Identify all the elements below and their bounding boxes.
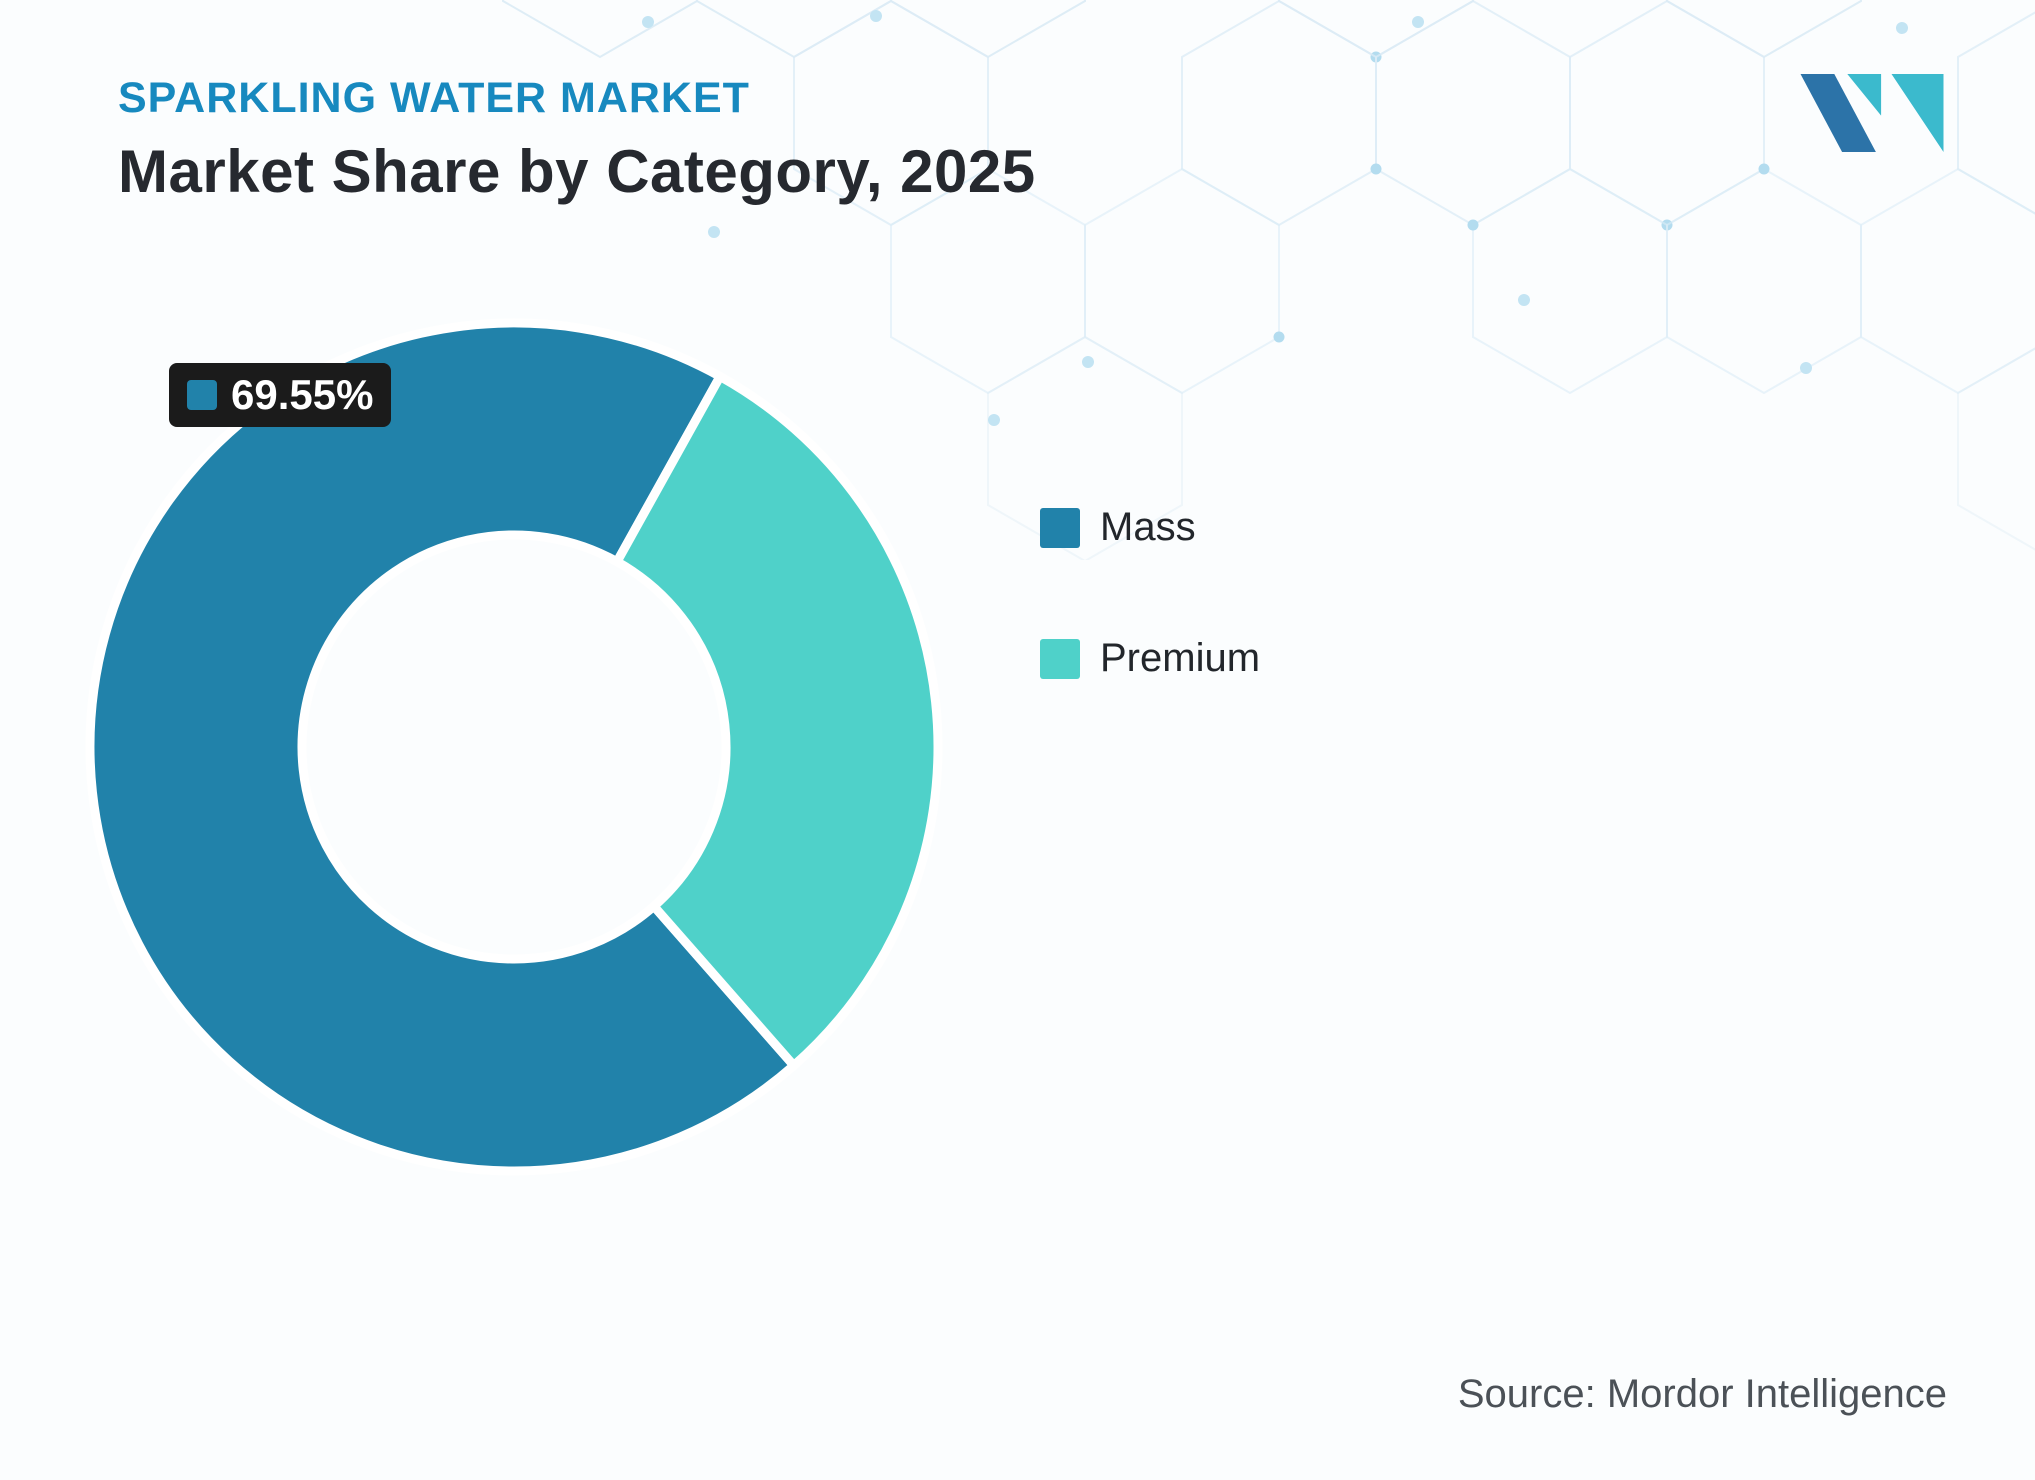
- data-label-mass: 69.55%: [169, 363, 392, 427]
- data-label-value: 69.55%: [231, 371, 374, 418]
- donut-slice-mass[interactable]: [85, 318, 801, 1176]
- logo-icon: [1800, 74, 1944, 152]
- legend-swatch-premium: [1040, 638, 1080, 679]
- legend-item-mass[interactable]: Mass: [1040, 505, 1260, 550]
- chart-legend: Mass Premium: [1040, 505, 1260, 681]
- report-name: SPARKLING WATER MARKET: [118, 74, 750, 122]
- mordor-intelligence-logo: [1798, 74, 1946, 152]
- logo-shape-blue: [1800, 74, 1876, 152]
- legend-label-premium: Premium: [1100, 636, 1261, 680]
- donut-chart: 69.55%: [64, 297, 964, 1197]
- logo-shape-teal-right: [1891, 74, 1944, 152]
- source-attribution: Source: Mordor Intelligence: [1457, 1372, 1947, 1416]
- header: SPARKLING WATER MARKET Market Share by C…: [118, 74, 1036, 206]
- legend-item-premium[interactable]: Premium: [1040, 636, 1260, 681]
- donut-svg: [85, 318, 943, 1176]
- chart-title: Market Share by Category, 2025: [118, 138, 1036, 205]
- legend-swatch-mass: [1040, 507, 1080, 548]
- donut-slice-premium[interactable]: [610, 370, 943, 1072]
- legend-label-mass: Mass: [1100, 505, 1196, 549]
- data-label-swatch: [187, 380, 217, 410]
